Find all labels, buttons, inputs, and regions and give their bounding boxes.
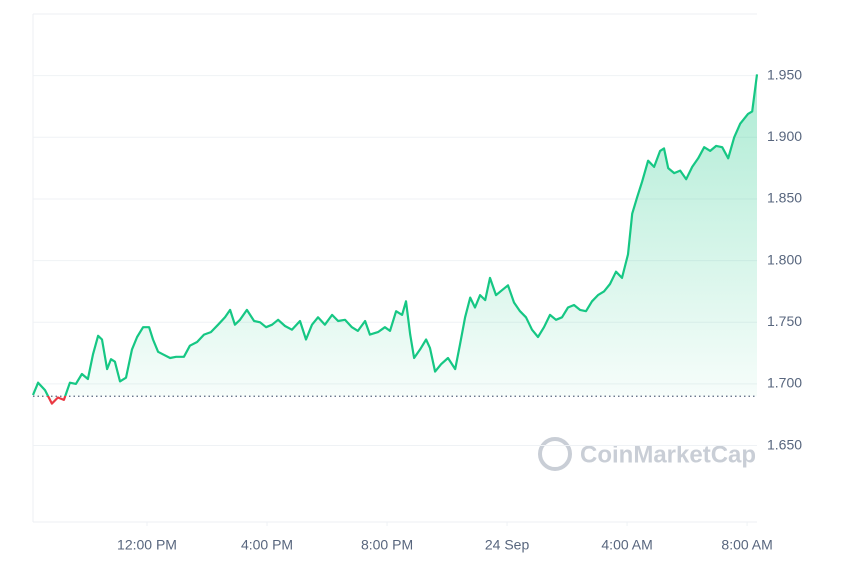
- x-tick-label: 8:00 AM: [721, 537, 772, 553]
- y-tick-label: 1.900: [767, 128, 802, 144]
- y-tick-label: 1.650: [767, 436, 802, 452]
- y-tick-label: 1.700: [767, 375, 802, 391]
- y-tick-label: 1.950: [767, 66, 802, 82]
- x-tick-label: 24 Sep: [485, 537, 530, 553]
- x-tick-label: 12:00 PM: [117, 537, 177, 553]
- price-line: [31, 74, 759, 405]
- y-tick-label: 1.850: [767, 190, 802, 206]
- price-area: [33, 74, 757, 404]
- y-tick-label: 1.800: [767, 251, 802, 267]
- x-tick-label: 4:00 AM: [601, 537, 652, 553]
- y-tick-label: 1.750: [767, 313, 802, 329]
- watermark-logo: [538, 437, 572, 471]
- x-tick-label: 4:00 PM: [241, 537, 293, 553]
- x-tick-label: 8:00 PM: [361, 537, 413, 553]
